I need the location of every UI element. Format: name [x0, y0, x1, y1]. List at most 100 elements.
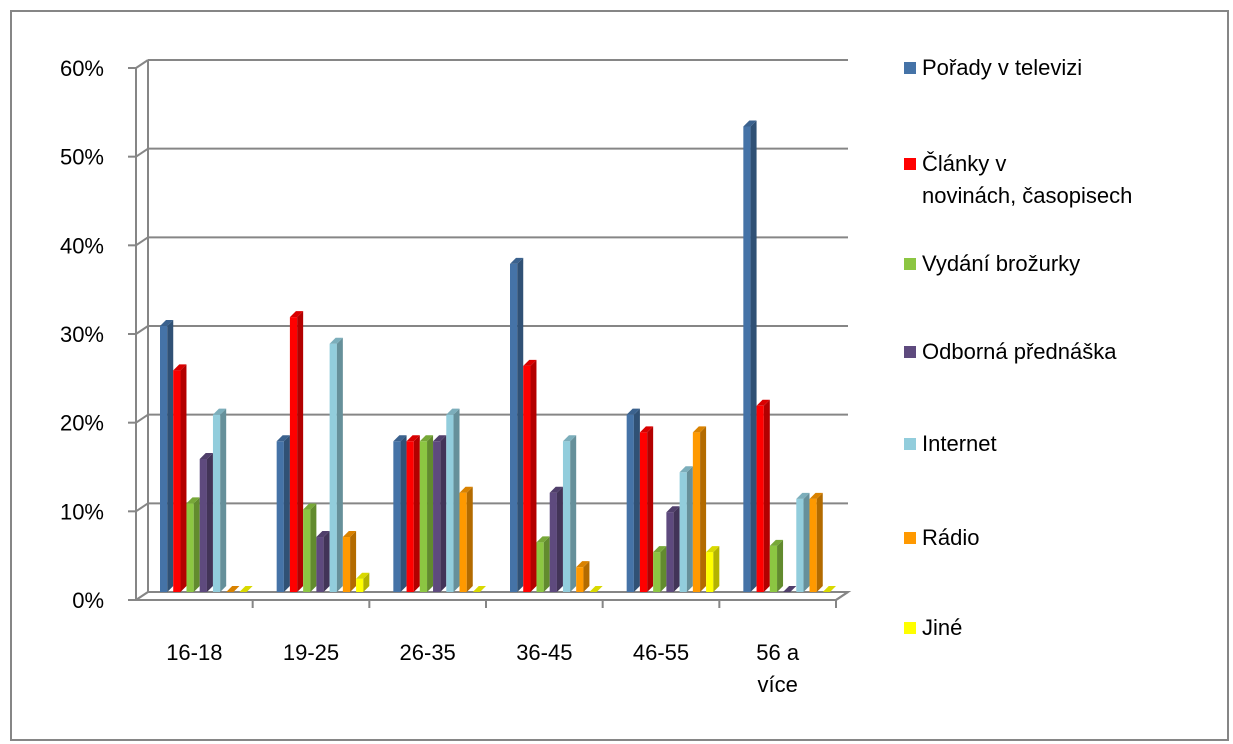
bar-top	[756, 399, 770, 406]
x-tick-label: 46-55	[633, 640, 689, 665]
legend-label: Internet	[922, 431, 997, 456]
bar	[472, 586, 486, 592]
x-tick-label-line: 46-55	[633, 640, 689, 665]
bar	[769, 539, 784, 592]
bar-side	[713, 546, 720, 592]
bar-side	[647, 426, 654, 592]
legend-swatch	[904, 532, 916, 544]
bar-front	[186, 503, 194, 592]
x-tick-label: 16-18	[166, 640, 222, 665]
bar	[173, 364, 187, 592]
bar	[459, 486, 473, 592]
bar-side	[466, 486, 473, 592]
bar-top	[796, 492, 810, 499]
bar-front	[639, 432, 648, 592]
bar	[653, 546, 667, 592]
bar	[316, 531, 330, 592]
x-tick-label-line: 36-45	[516, 640, 572, 665]
bar-front	[679, 472, 687, 592]
bar-front	[419, 441, 428, 592]
bar-top	[783, 586, 797, 592]
bar-top	[433, 435, 447, 442]
bar-top	[186, 497, 200, 504]
bar-side	[323, 531, 330, 592]
bar-side	[763, 399, 770, 592]
bar-side	[180, 364, 187, 592]
side-gridline	[135, 236, 149, 247]
legend-swatch	[904, 258, 916, 270]
bar-side	[700, 426, 707, 592]
bar-front	[160, 326, 168, 592]
bar-front	[562, 441, 571, 592]
bar-front	[329, 343, 337, 592]
bar	[342, 531, 357, 592]
bar	[356, 572, 370, 592]
bar	[809, 492, 823, 592]
bar	[589, 586, 603, 592]
bar-side	[413, 435, 420, 592]
bar-top	[822, 586, 836, 592]
bar	[199, 453, 213, 592]
bar-front	[316, 537, 324, 592]
bar-top	[562, 435, 577, 442]
bar-side	[440, 435, 447, 592]
bar-front	[549, 492, 557, 592]
x-tick-label: 56 a více	[756, 640, 800, 697]
bar-side	[686, 466, 693, 592]
bar-side	[193, 497, 200, 592]
legend-item: Rádio	[904, 522, 1212, 554]
bar	[289, 311, 304, 592]
legend-swatch	[904, 158, 916, 170]
bar-side	[530, 359, 537, 592]
bar-top	[289, 311, 304, 318]
bar-side	[220, 408, 227, 592]
bar	[406, 435, 420, 592]
bar-side	[283, 435, 290, 592]
side-gridline	[135, 325, 149, 335]
bar-front	[523, 365, 531, 592]
bar-side	[453, 408, 460, 592]
bar	[666, 506, 680, 592]
x-tick-label-line: 26-35	[400, 640, 456, 665]
bar-top	[356, 572, 370, 579]
bar-top	[576, 561, 590, 568]
legend-label: Pořady v televizi	[922, 55, 1083, 80]
bar-side	[427, 435, 434, 592]
bar-front	[796, 498, 804, 592]
chart-frame	[10, 10, 1229, 741]
bar-top	[419, 435, 434, 442]
bar-side	[517, 257, 524, 592]
bar	[510, 257, 524, 592]
bar-side	[297, 311, 304, 592]
bar-front	[706, 552, 714, 592]
side-gridline	[135, 59, 149, 69]
bar	[276, 435, 290, 592]
legend-label: Jiné	[922, 615, 963, 640]
bar-front	[756, 405, 764, 592]
bar-top	[549, 486, 563, 493]
bar-front	[576, 567, 584, 592]
legend-item: Vydání brožurky	[904, 248, 1212, 280]
bar-top	[173, 364, 187, 371]
bar-side	[583, 561, 590, 592]
y-tick-label: 50%	[60, 145, 104, 170]
bar	[303, 503, 317, 592]
bar	[706, 546, 720, 592]
legend-label: Vydání brožurky	[922, 251, 1081, 276]
bar-side	[777, 539, 784, 592]
bar-front	[289, 317, 298, 592]
bar-side	[167, 320, 174, 592]
legend-swatch	[904, 622, 916, 634]
side-gridline	[135, 147, 149, 158]
bar-top	[342, 531, 357, 538]
bar-side	[400, 435, 407, 592]
bar-front	[303, 509, 311, 592]
bar-top	[639, 426, 654, 433]
bar-front	[536, 542, 544, 592]
bar-side	[803, 492, 810, 592]
bar-front	[459, 492, 467, 592]
bar-top	[536, 536, 550, 543]
bar-top	[316, 531, 330, 538]
bar-top	[743, 120, 757, 127]
